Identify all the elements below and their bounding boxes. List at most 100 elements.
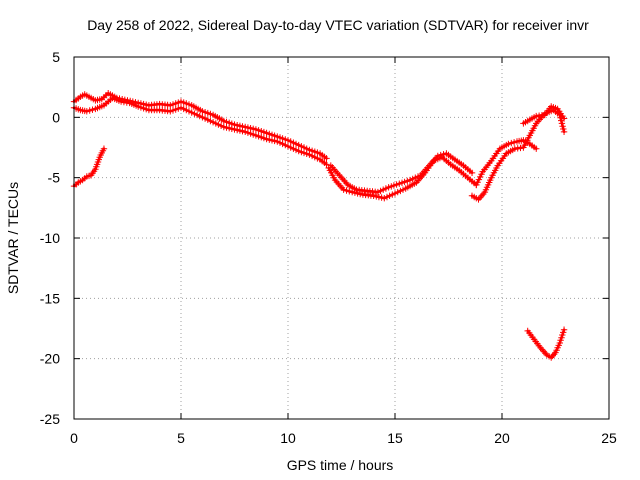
data-point	[314, 149, 321, 156]
data-point	[274, 138, 281, 145]
data-point	[258, 134, 265, 141]
data-point	[295, 147, 302, 155]
data-point	[390, 182, 398, 189]
data-point	[188, 109, 195, 116]
data-point	[389, 191, 396, 198]
tick-labels: 0 5 10 15 20 25 5 0 -5 -10 -15 -20 -25	[40, 49, 617, 446]
y-tick-label: -20	[40, 351, 60, 367]
data-point	[167, 102, 174, 109]
data-point	[185, 108, 193, 115]
series-late-track	[468, 106, 568, 203]
data-point	[385, 184, 392, 191]
data-point	[199, 108, 206, 115]
data-point	[244, 129, 252, 136]
data-point	[279, 135, 286, 142]
data-point	[560, 115, 568, 122]
y-tick-label: 5	[52, 49, 60, 65]
data-point	[234, 126, 241, 134]
data-point	[100, 145, 108, 152]
data-point	[220, 117, 227, 125]
data-point	[560, 329, 567, 336]
data-point	[468, 169, 476, 177]
x-axis-label: GPS time / hours	[287, 457, 394, 473]
data-point	[374, 188, 382, 196]
data-point	[250, 131, 257, 138]
data-point	[252, 126, 260, 133]
data-point	[375, 193, 383, 201]
data-point	[393, 181, 400, 188]
data-point	[175, 99, 182, 106]
data-point	[209, 119, 217, 126]
data-point	[323, 161, 330, 168]
data-point	[223, 124, 230, 131]
data-point	[185, 101, 193, 108]
series-late-track-peak	[520, 103, 568, 127]
series-early-track	[70, 145, 108, 190]
data-point	[323, 155, 330, 162]
data-point	[559, 123, 566, 130]
data-point	[177, 104, 185, 111]
data-series	[70, 90, 568, 361]
data-point	[172, 100, 179, 107]
x-tick-label: 5	[177, 430, 185, 446]
data-point	[263, 135, 270, 143]
data-point	[175, 105, 182, 112]
data-point	[135, 103, 142, 110]
data-point	[548, 354, 555, 361]
data-point	[207, 110, 214, 118]
data-point	[510, 139, 518, 146]
data-point	[143, 106, 150, 113]
data-point	[560, 128, 568, 136]
data-point	[399, 186, 407, 193]
data-point	[263, 129, 270, 137]
series-line	[470, 108, 566, 201]
data-point	[440, 151, 447, 158]
data-point	[204, 109, 211, 117]
data-point	[199, 114, 206, 121]
data-point	[533, 145, 540, 152]
series-negative-track	[524, 326, 568, 361]
data-point	[255, 127, 262, 134]
data-point	[558, 120, 566, 127]
data-point	[311, 148, 318, 155]
data-point	[404, 177, 411, 185]
data-point	[340, 186, 347, 193]
data-point	[167, 108, 174, 115]
data-point	[260, 134, 268, 142]
data-point	[560, 326, 568, 333]
data-point	[266, 130, 273, 138]
y-axis-label: SDTVAR / TECUs	[5, 182, 21, 294]
data-point	[223, 118, 230, 126]
data-point	[201, 109, 209, 116]
data-point	[266, 136, 273, 143]
data-point	[391, 190, 399, 197]
data-point	[295, 141, 302, 149]
data-point	[474, 179, 481, 186]
series-main-track-b	[70, 94, 330, 168]
data-point	[172, 106, 179, 113]
data-point	[282, 141, 289, 149]
data-point	[306, 151, 313, 158]
data-point	[378, 194, 385, 201]
data-point	[239, 128, 246, 135]
data-point	[284, 137, 292, 144]
data-point	[258, 128, 265, 135]
data-point	[292, 140, 300, 148]
data-point	[386, 192, 393, 199]
data-point	[287, 138, 294, 145]
data-point	[357, 190, 364, 198]
x-tick-label: 20	[494, 430, 510, 446]
data-point	[556, 339, 563, 347]
x-tick-label: 25	[601, 430, 617, 446]
y-tick-label: -10	[40, 230, 60, 246]
data-point	[204, 116, 211, 123]
x-tick-label: 0	[70, 430, 78, 446]
data-point	[220, 123, 227, 131]
data-point	[382, 185, 390, 192]
data-point	[228, 125, 235, 132]
data-point	[217, 122, 225, 129]
y-tick-label: 0	[52, 109, 60, 125]
data-point	[252, 132, 260, 139]
data-point	[196, 112, 203, 120]
